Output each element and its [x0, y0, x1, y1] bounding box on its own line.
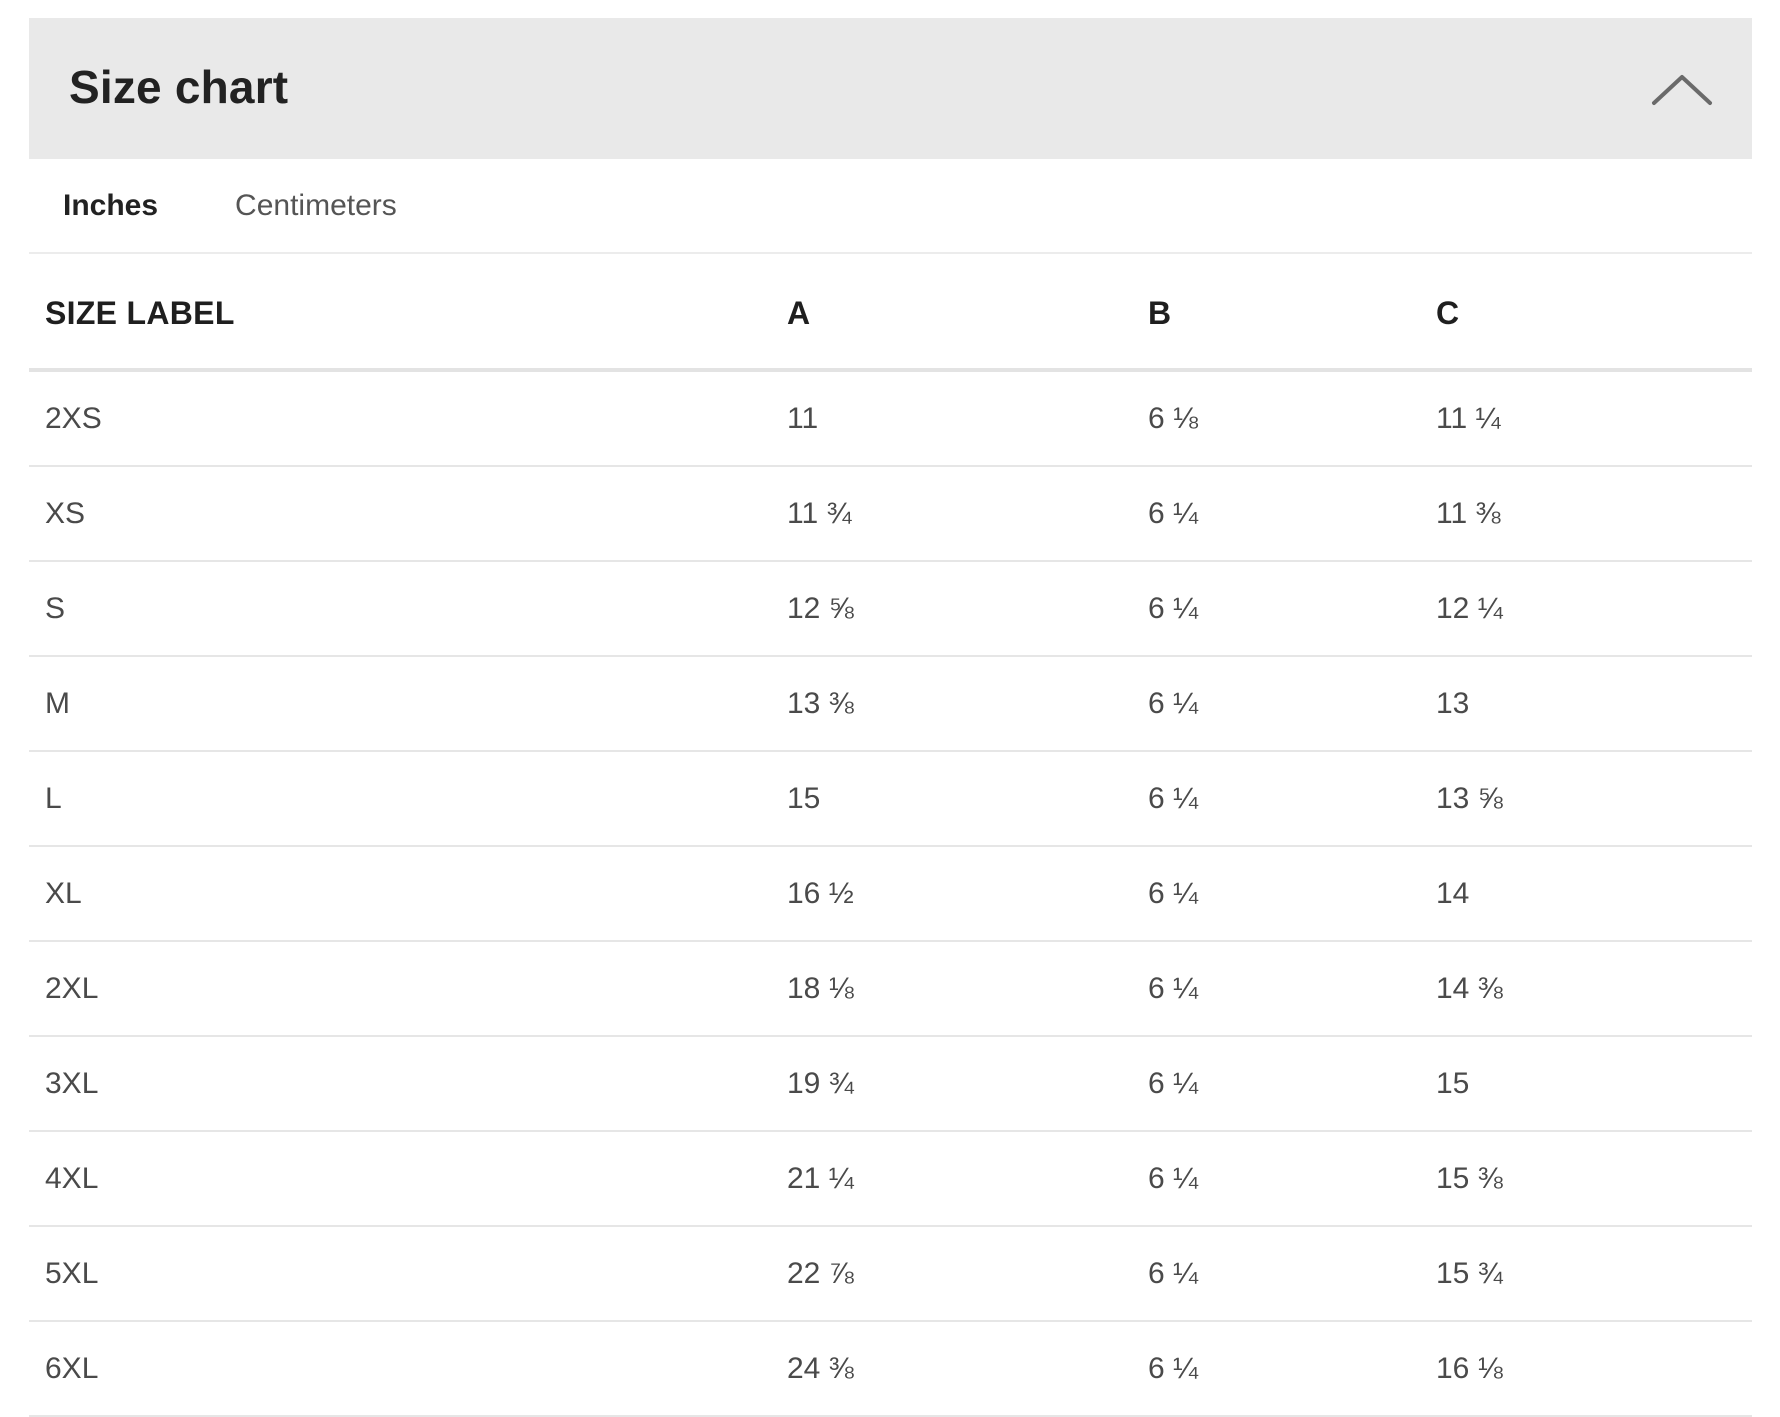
size-label-cell: XS — [29, 466, 771, 562]
measure-b-cell: 6 ¼ — [1132, 941, 1420, 1037]
measure-a-cell: 19 ¾ — [771, 1036, 1132, 1132]
measure-b-cell: 6 ¼ — [1132, 1131, 1420, 1227]
measure-c-cell: 15 — [1420, 1036, 1752, 1132]
size-label-cell: 2XL — [29, 941, 771, 1037]
size-label-cell: 4XL — [29, 1131, 771, 1227]
size-label-cell: M — [29, 656, 771, 752]
column-header-c: C — [1420, 254, 1752, 372]
size-chart-header[interactable]: Size chart — [29, 18, 1752, 159]
measure-c-cell: 13 ⅝ — [1420, 751, 1752, 847]
measure-b-cell: 6 ¼ — [1132, 751, 1420, 847]
measure-c-cell: 11 ⅜ — [1420, 466, 1752, 562]
table-row: L 15 6 ¼ 13 ⅝ — [29, 751, 1752, 847]
size-label-cell: 2XS — [29, 370, 771, 467]
table-row: 2XS 11 6 ⅛ 11 ¼ — [29, 370, 1752, 467]
column-header-b: B — [1132, 254, 1420, 372]
measure-b-cell: 6 ¼ — [1132, 1036, 1420, 1132]
unit-tabs: Inches Centimeters — [29, 159, 1752, 254]
measure-c-cell: 11 ¼ — [1420, 370, 1752, 467]
measure-c-cell: 16 ⅛ — [1420, 1321, 1752, 1417]
measure-b-cell: 6 ¼ — [1132, 1226, 1420, 1322]
measure-c-cell: 14 ⅜ — [1420, 941, 1752, 1037]
measure-a-cell: 11 ¾ — [771, 466, 1132, 562]
chevron-up-icon[interactable] — [1650, 69, 1714, 109]
measure-b-cell: 6 ¼ — [1132, 656, 1420, 752]
size-label-cell: L — [29, 751, 771, 847]
measure-c-cell: 12 ¼ — [1420, 561, 1752, 657]
column-header-size-label: SIZE LABEL — [29, 254, 771, 372]
size-label-cell: XL — [29, 846, 771, 942]
measure-a-cell: 15 — [771, 751, 1132, 847]
column-header-a: A — [771, 254, 1132, 372]
size-chart-panel: Size chart Inches Centimeters SIZE LABEL… — [29, 18, 1752, 1417]
measure-b-cell: 6 ¼ — [1132, 1321, 1420, 1417]
measure-b-cell: 6 ⅛ — [1132, 370, 1420, 467]
measure-c-cell: 15 ¾ — [1420, 1226, 1752, 1322]
measure-a-cell: 22 ⅞ — [771, 1226, 1132, 1322]
size-chart-title: Size chart — [69, 60, 289, 113]
measure-c-cell: 13 — [1420, 656, 1752, 752]
measure-b-cell: 6 ¼ — [1132, 561, 1420, 657]
measure-a-cell: 11 — [771, 370, 1132, 467]
size-label-cell: 3XL — [29, 1036, 771, 1132]
tab-centimeters[interactable]: Centimeters — [235, 188, 397, 222]
measure-b-cell: 6 ¼ — [1132, 846, 1420, 942]
measure-a-cell: 16 ½ — [771, 846, 1132, 942]
measure-a-cell: 24 ⅜ — [771, 1321, 1132, 1417]
measure-a-cell: 13 ⅜ — [771, 656, 1132, 752]
measure-a-cell: 18 ⅛ — [771, 941, 1132, 1037]
measure-a-cell: 12 ⅝ — [771, 561, 1132, 657]
measure-a-cell: 21 ¼ — [771, 1131, 1132, 1227]
table-header-row: SIZE LABEL A B C — [29, 254, 1752, 372]
measure-b-cell: 6 ¼ — [1132, 466, 1420, 562]
size-label-cell: 6XL — [29, 1321, 771, 1417]
size-label-cell: S — [29, 561, 771, 657]
size-label-cell: 5XL — [29, 1226, 771, 1322]
tab-inches[interactable]: Inches — [63, 188, 159, 222]
measure-c-cell: 15 ⅜ — [1420, 1131, 1752, 1227]
measure-c-cell: 14 — [1420, 846, 1752, 942]
